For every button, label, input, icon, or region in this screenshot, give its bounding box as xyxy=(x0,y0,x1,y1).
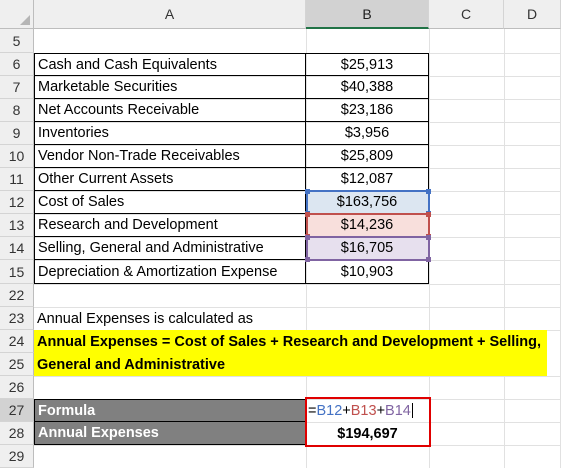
row-header[interactable]: 10 xyxy=(0,145,34,168)
cell-b13-value[interactable]: $14,236 xyxy=(306,214,429,237)
row-header[interactable]: 5 xyxy=(0,29,34,53)
text-cursor xyxy=(411,403,413,418)
gridline-row xyxy=(34,376,561,377)
gridline-row xyxy=(34,260,561,261)
column-header-a[interactable]: A xyxy=(34,0,306,29)
cell-b27-formula[interactable]: = B12 + B13 + B14 xyxy=(306,399,429,422)
row-header[interactable]: 12 xyxy=(0,191,34,214)
gridline-row xyxy=(34,76,561,77)
cell-a11-label[interactable]: Other Current Assets xyxy=(34,168,306,191)
cell-b28-result[interactable]: $194,697 xyxy=(337,425,398,442)
row-header[interactable]: 7 xyxy=(0,76,34,99)
column-header-b[interactable]: B xyxy=(306,0,429,29)
formula-ref-b12: B12 xyxy=(316,402,343,419)
cell-b9-value[interactable]: $3,956 xyxy=(306,122,429,145)
reference-highlight-b12 xyxy=(305,189,431,216)
cell-a8-label[interactable]: Net Accounts Receivable xyxy=(34,99,306,122)
cell-b7-value[interactable]: $40,388 xyxy=(306,76,429,99)
gridline-row xyxy=(34,214,561,215)
definition-highlight[interactable]: Annual Expenses = Cost of Sales + Resear… xyxy=(34,330,547,376)
result-outline xyxy=(305,397,431,447)
row-header[interactable]: 14 xyxy=(0,237,34,260)
cell-a15-label[interactable]: Depreciation & Amortization Expense xyxy=(34,260,306,284)
row-header[interactable]: 28 xyxy=(0,422,34,445)
definition-line-1: Annual Expenses = Cost of Sales + Resear… xyxy=(37,334,542,350)
gridline-row xyxy=(34,191,561,192)
reference-highlight-b14 xyxy=(305,235,431,262)
cell-b11-value[interactable]: $12,087 xyxy=(306,168,429,191)
gridline-row xyxy=(34,168,561,169)
cell-a14-label[interactable]: Selling, General and Administrative xyxy=(34,237,306,260)
formula-ref-b13: B13 xyxy=(350,402,377,419)
cell-a23-note[interactable]: Annual Expenses is calculated as xyxy=(37,310,254,327)
gridline-row xyxy=(34,237,561,238)
row-header[interactable]: 8 xyxy=(0,99,34,122)
cell-b15-value[interactable]: $10,903 xyxy=(306,260,429,284)
row-header[interactable]: 24 xyxy=(0,330,34,353)
gridline-row xyxy=(34,99,561,100)
cell-a9-label[interactable]: Inventories xyxy=(34,122,306,145)
cell-a6-label[interactable]: Cash and Cash Equivalents xyxy=(34,53,306,76)
reference-highlight-b13 xyxy=(305,212,431,239)
formula-equals: = xyxy=(308,402,317,419)
row-header[interactable]: 25 xyxy=(0,353,34,376)
row-header[interactable]: 26 xyxy=(0,376,34,399)
formula-ref-b14: B14 xyxy=(385,402,411,419)
cell-b12-value[interactable]: $163,756 xyxy=(306,191,429,214)
select-all-triangle-icon xyxy=(20,15,30,25)
gridline-row xyxy=(34,122,561,123)
cell-a12-label[interactable]: Cost of Sales xyxy=(34,191,306,214)
gridline-row xyxy=(34,307,561,308)
cell-b14-value[interactable]: $16,705 xyxy=(306,237,429,260)
cell-b8-value[interactable]: $23,186 xyxy=(306,99,429,122)
cell-a27-formula-label[interactable]: Formula xyxy=(34,399,306,422)
cell-b6-value[interactable]: $25,913 xyxy=(306,53,429,76)
row-header[interactable]: 22 xyxy=(0,284,34,307)
column-header-c[interactable]: C xyxy=(429,0,504,29)
row-header[interactable]: 6 xyxy=(0,53,34,76)
row-header-selected[interactable]: 27 xyxy=(0,399,34,422)
row-header[interactable]: 15 xyxy=(0,260,34,284)
formula-plus-1: + xyxy=(342,402,351,419)
cell-a28-result-label[interactable]: Annual Expenses xyxy=(34,422,306,445)
cell-a10-label[interactable]: Vendor Non-Trade Receivables xyxy=(34,145,306,168)
row-header[interactable]: 13 xyxy=(0,214,34,237)
row-header[interactable]: 23 xyxy=(0,307,34,330)
gridline-row xyxy=(34,145,561,146)
gridline-row xyxy=(34,284,561,285)
row-header[interactable]: 29 xyxy=(0,445,34,468)
select-all-corner[interactable] xyxy=(0,0,34,29)
gridline-row xyxy=(34,445,561,446)
row-header[interactable]: 9 xyxy=(0,122,34,145)
cell-a13-label[interactable]: Research and Development xyxy=(34,214,306,237)
definition-line-2: General and Administrative xyxy=(37,357,226,373)
formula-plus-2: + xyxy=(376,402,386,419)
column-header-d[interactable]: D xyxy=(504,0,561,29)
cell-b10-value[interactable]: $25,809 xyxy=(306,145,429,168)
gridline-col-d xyxy=(504,29,505,468)
cell-a7-label[interactable]: Marketable Securities xyxy=(34,76,306,99)
row-header[interactable]: 11 xyxy=(0,168,34,191)
